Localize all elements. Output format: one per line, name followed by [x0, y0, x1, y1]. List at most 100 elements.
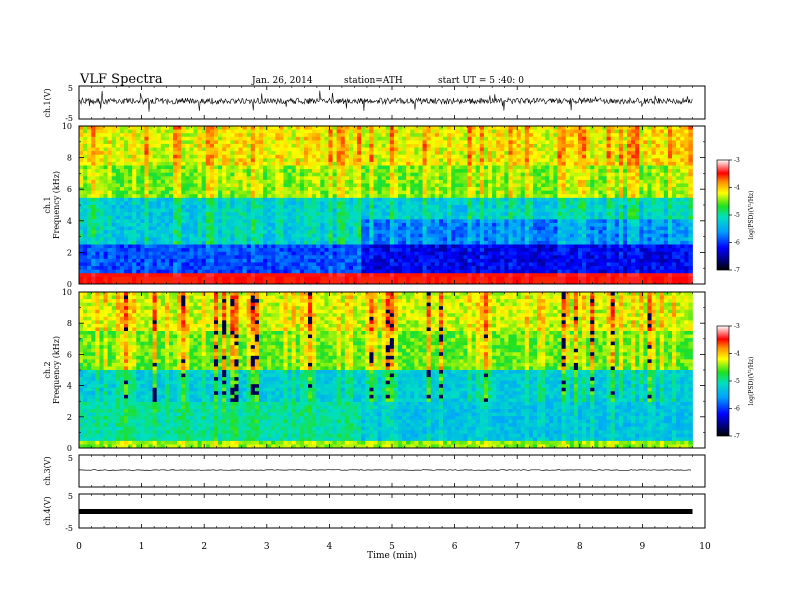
spectrogram-cell — [283, 215, 288, 220]
spectrogram-cell — [324, 230, 329, 235]
spectrogram-cell — [369, 208, 374, 213]
spectrogram-cell — [426, 201, 432, 206]
spectrogram-cell — [238, 276, 243, 281]
spectrogram-cell — [173, 147, 178, 152]
spectrogram-cell — [332, 158, 338, 163]
spectrogram-cell — [524, 219, 530, 224]
spectrogram-cell — [275, 258, 280, 263]
spectrogram-cell — [393, 179, 399, 184]
spectrogram-cell — [414, 147, 419, 152]
spectrogram-cell — [524, 172, 530, 177]
spectrogram-cell — [258, 176, 264, 181]
spectrogram-cell — [324, 248, 329, 253]
spectrogram-cell — [254, 208, 260, 213]
spectrogram-cell — [230, 161, 235, 166]
spectrogram-cell — [483, 154, 489, 159]
spectrogram-cell — [99, 151, 104, 156]
spectrogram-cell — [422, 126, 428, 130]
spectrogram-cell — [95, 158, 100, 163]
spectrogram-cell — [79, 230, 84, 235]
spectrogram-cell — [119, 151, 125, 156]
spectrogram-cell — [369, 244, 374, 249]
spectrogram-cell — [291, 269, 297, 274]
spectrogram-cell — [353, 248, 358, 253]
spectrogram-cell — [398, 251, 403, 256]
spectrogram-cell — [447, 165, 452, 170]
spectrogram-cell — [447, 215, 452, 220]
spectrogram-cell — [303, 230, 309, 235]
spectrogram-cell — [177, 197, 182, 202]
spectrogram-cell — [328, 269, 333, 274]
spectrogram-cell — [377, 140, 383, 145]
spectrogram-cell — [381, 266, 387, 271]
spectrogram-cell — [222, 158, 227, 163]
spectrogram-cell — [422, 147, 428, 152]
spectrogram-cell — [83, 158, 88, 163]
spectrogram-cell — [173, 215, 178, 220]
spectrogram-cell — [398, 165, 403, 170]
spectrogram-cell — [193, 187, 199, 192]
spectrogram-cell — [381, 237, 387, 242]
spectrogram-cell — [213, 161, 219, 166]
spectrogram-cell — [107, 183, 113, 188]
spectrogram-cell — [463, 136, 468, 141]
spectrogram-cell — [406, 129, 411, 134]
spectrogram-cell — [500, 251, 505, 256]
spectrogram-cell — [230, 230, 235, 235]
spectrogram-cell — [385, 161, 391, 166]
spectrogram-cell — [132, 248, 137, 253]
spectrogram-cell — [508, 179, 513, 184]
spectrogram-cell — [128, 151, 133, 156]
spectrogram-cell — [430, 276, 436, 281]
spectrogram-cell — [332, 233, 338, 238]
spectrogram-cell — [287, 240, 293, 245]
spectrogram-cell — [148, 190, 154, 195]
spectrogram-cell — [136, 190, 141, 195]
spectrogram-cell — [119, 169, 125, 174]
spectrogram-cell — [492, 258, 497, 263]
spectrogram-cell — [336, 230, 342, 235]
spectrogram-cell — [218, 258, 223, 263]
spectrogram-cell — [205, 208, 211, 213]
spectrogram-cell — [312, 161, 317, 166]
spectrogram-cell — [324, 262, 329, 267]
spectrogram-cell — [463, 176, 468, 181]
spectrogram-cell — [512, 205, 518, 209]
spectrogram-cell — [324, 280, 329, 284]
spectrogram-cell — [291, 212, 297, 217]
spectrogram-cell — [115, 276, 121, 281]
spectrogram-cell — [393, 262, 399, 267]
spectrogram-cell — [324, 151, 329, 156]
spectrogram-cell — [516, 248, 522, 253]
spectrogram-cell — [156, 172, 162, 177]
spectrogram-cell — [430, 205, 436, 209]
spectrogram-cell — [410, 151, 415, 156]
spectrogram-cell — [263, 158, 268, 163]
spectrogram-cell — [119, 219, 125, 224]
spectrogram-cell — [291, 158, 297, 163]
spectrogram-cell — [168, 222, 174, 227]
spectrogram-cell — [451, 222, 456, 227]
spectrogram-cell — [365, 219, 370, 224]
spectrogram-cell — [107, 179, 113, 184]
spectrogram-cell — [487, 255, 493, 260]
spectrogram-cell — [299, 276, 305, 281]
spectrogram-cell — [418, 143, 423, 148]
spectrogram-cell — [504, 240, 509, 245]
spectrogram-cell — [205, 197, 211, 202]
spectrogram-cell — [168, 248, 174, 253]
spectrogram-cell — [205, 176, 211, 181]
spectrogram-cell — [434, 187, 440, 192]
spectrogram-cell — [140, 266, 145, 271]
spectrogram-cell — [406, 161, 411, 166]
spectrogram-cell — [160, 143, 166, 148]
spectrogram-cell — [250, 269, 256, 274]
spectrogram-cell — [83, 147, 88, 152]
spectrogram-cell — [500, 136, 505, 141]
spectrogram-cell — [303, 151, 309, 156]
spectrogram-cell — [218, 240, 223, 245]
spectrogram-cell — [344, 240, 350, 245]
spectrogram-cell — [79, 169, 84, 174]
spectrogram-cell — [504, 244, 509, 249]
spectrogram-cell — [152, 226, 158, 231]
